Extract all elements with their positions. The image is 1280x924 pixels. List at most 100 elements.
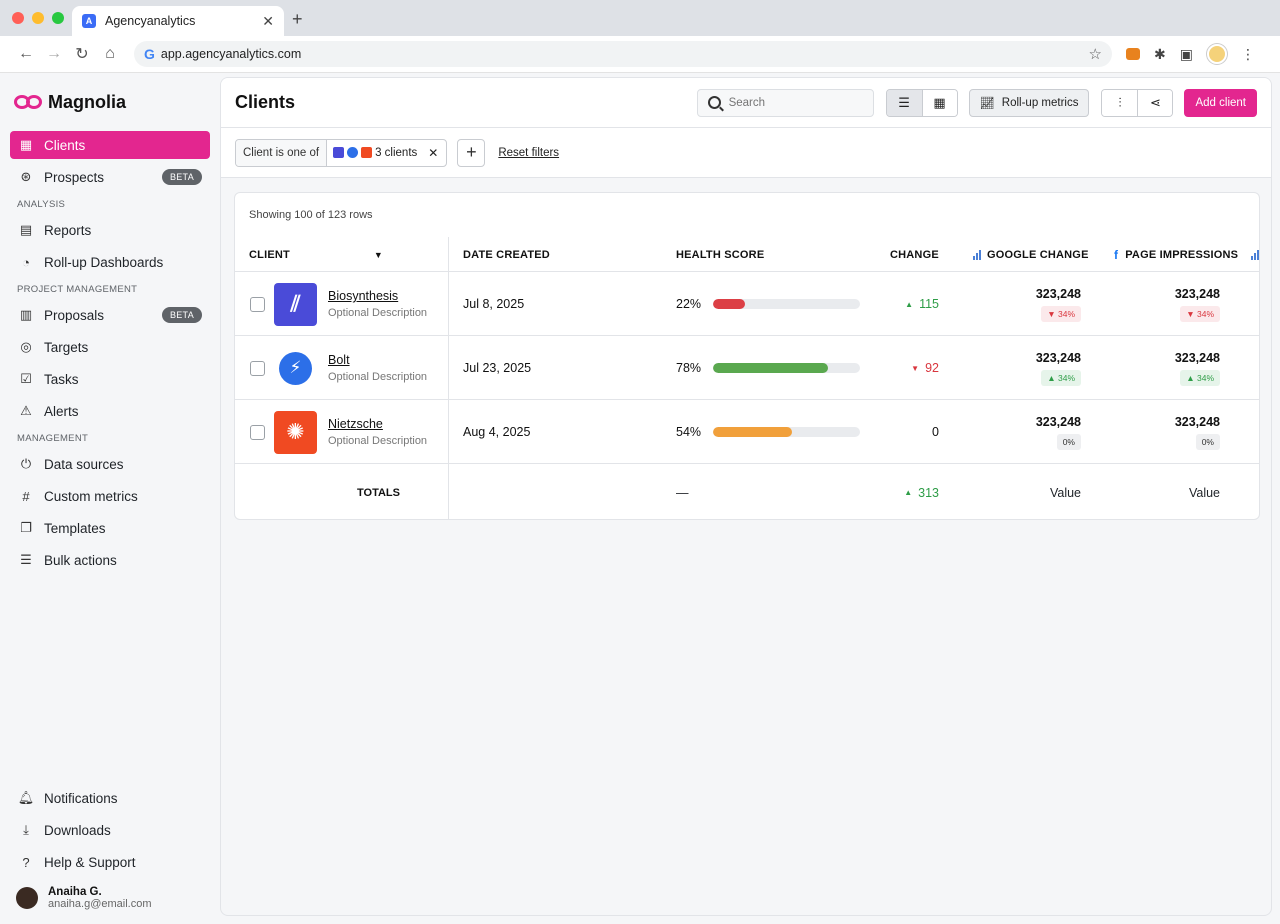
metric-change-pill: ▼ 34% [1041, 305, 1081, 322]
rollup-metrics-button[interactable]: 📈︎ Roll-up metrics [968, 88, 1090, 117]
health-score-fill [713, 363, 828, 373]
sidebar-item-label: Tasks [44, 371, 79, 387]
home-icon[interactable]: ⌂ [105, 45, 115, 62]
new-tab-icon[interactable]: + [292, 9, 303, 29]
metamask-extension-icon[interactable] [1126, 48, 1140, 60]
health-score-fill [713, 427, 793, 437]
search-input[interactable] [728, 96, 859, 109]
url-text: app.agencyanalytics.com [160, 47, 302, 61]
search-box[interactable] [696, 88, 874, 117]
sidebar-item-label: Roll-up Dashboards [44, 254, 164, 270]
google-analytics-icon [973, 249, 981, 260]
sidebar-item-targets[interactable]: ◎ Targets [10, 333, 210, 361]
sidebar-item-help[interactable]: ? Help & Support [10, 848, 210, 876]
row-checkbox[interactable] [250, 360, 265, 376]
sidebar-item-notifications[interactable]: 🔔︎ Notifications [10, 784, 210, 812]
clients-table-card: Showing 100 of 123 rows CLIENT ▼ DATE CR… [234, 192, 1260, 520]
bookmark-star-icon[interactable]: ☆ [1088, 46, 1102, 63]
column-settings-button[interactable]: ⫶ [1102, 89, 1138, 116]
sidebar-item-downloads[interactable]: ⤓ Downloads [10, 816, 210, 844]
address-bar[interactable]: G app.agencyanalytics.com ☆ [134, 41, 1112, 67]
change-up-icon: ▲ [905, 299, 914, 309]
client-name-link[interactable]: Nietzsche [328, 417, 383, 431]
google-change-cell: 323,248 0% [995, 400, 1081, 464]
browser-menu-icon[interactable]: ⋮ [1240, 45, 1255, 62]
remove-filter-icon[interactable]: ✕ [428, 145, 439, 160]
client-name-link[interactable]: Biosynthesis [328, 289, 399, 303]
sidebar-item-bulk-actions[interactable]: ☰ Bulk actions [10, 546, 210, 574]
sidebar-item-tasks[interactable]: ☑ Tasks [10, 365, 210, 393]
client-name-link[interactable]: Bolt [328, 353, 350, 367]
google-analytics-icon [1251, 249, 1259, 260]
filter-chip-key: Client is one of [236, 139, 328, 166]
forward-icon[interactable]: → [46, 45, 62, 62]
reports-icon: ▤ [19, 222, 33, 237]
user-profile[interactable]: Anaiha G. anaiha.g@email.com [10, 882, 210, 914]
client-description: Optional Description [328, 371, 428, 383]
sidebar-item-clients[interactable]: ▦ Clients [10, 131, 210, 159]
row-checkbox[interactable] [250, 296, 265, 312]
templates-icon: ❐ [20, 520, 32, 535]
close-tab-icon[interactable]: ✕ [262, 12, 274, 29]
reload-icon[interactable]: ↻ [75, 46, 89, 63]
table-row[interactable]: ⫽ Biosynthesis Optional Description Jul … [235, 272, 1259, 336]
minimize-window-button[interactable] [32, 12, 44, 24]
sidebar-bottom: 🔔︎ Notifications ⤓ Downloads ? Help & Su… [10, 784, 210, 914]
metric-change-value: 34% [1196, 308, 1214, 319]
sidebar-item-rollup-dashboards[interactable]: ◔ Roll-up Dashboards [10, 248, 210, 276]
column-header-next[interactable] [1251, 237, 1259, 272]
facebook-icon: f [1114, 247, 1119, 262]
table-row[interactable]: ⚡︎ Bolt Optional Description Jul 23, 202… [235, 336, 1259, 400]
sidebar-item-templates[interactable]: ❐ Templates [10, 514, 210, 542]
maximize-window-button[interactable] [52, 12, 64, 24]
row-checkbox[interactable] [250, 424, 265, 440]
browser-toolbar: ← → ↻ ⌂ G app.agencyanalytics.com ☆ ✱ ▣ … [0, 36, 1280, 73]
sidebar-item-reports[interactable]: ▤ Reports [10, 216, 210, 244]
filter-chip[interactable]: Client is one of 3 clients ✕ [235, 138, 448, 167]
brand[interactable]: Magnolia [10, 91, 210, 113]
column-header-health[interactable]: HEALTH SCORE [676, 237, 764, 272]
column-header-label: DATE CREATED [463, 248, 550, 261]
sidebar-item-custom-metrics[interactable]: # Custom metrics [10, 482, 210, 510]
sidebar-item-data-sources[interactable]: ⏻ Data sources [10, 450, 210, 478]
sidebar-item-proposals[interactable]: ▥ Proposals BETA [10, 301, 210, 329]
sidebar-item-label: Reports [44, 222, 92, 238]
download-icon: ⤓ [23, 822, 29, 837]
browser-tab-bar: A Agencyanalytics ✕ + [0, 0, 1280, 36]
change-value: 0 [932, 425, 939, 439]
column-header-change[interactable]: CHANGE [890, 237, 939, 272]
reset-filters-link[interactable]: Reset filters [498, 146, 560, 159]
close-window-button[interactable] [12, 12, 24, 24]
column-header-date[interactable]: DATE CREATED [463, 237, 550, 272]
date-created: Aug 4, 2025 [463, 425, 531, 439]
table-row[interactable]: ✺ Nietzsche Optional Description Aug 4, … [235, 400, 1259, 464]
browser-tab[interactable]: A Agencyanalytics ✕ [72, 6, 284, 36]
totals-change-value: 313 [918, 485, 939, 500]
back-icon[interactable]: ← [18, 45, 34, 62]
column-header-page-impressions[interactable]: f PAGE IMPRESSIONS [1114, 237, 1238, 272]
add-client-button[interactable]: Add client [1184, 88, 1257, 117]
biosynthesis-mini-logo-icon [333, 147, 345, 158]
sidebar-item-prospects[interactable]: ⊛ Prospects BETA [10, 163, 210, 191]
column-header-label: CLIENT [249, 248, 290, 261]
share-button[interactable]: ⋖ [1137, 89, 1173, 116]
side-panel-icon[interactable]: ▣ [1179, 45, 1193, 62]
health-score-bar [713, 427, 860, 437]
user-name: Anaiha G. [48, 886, 102, 898]
sort-dropdown-icon[interactable]: ▼ [373, 249, 383, 260]
brand-name: Magnolia [48, 91, 127, 112]
add-filter-button[interactable]: + [457, 138, 486, 167]
puzzle-extensions-icon[interactable]: ✱ [1154, 45, 1166, 62]
client-description: Optional Description [328, 307, 428, 319]
metric-value: 323,248 [1174, 414, 1220, 429]
column-header-client[interactable]: CLIENT ▼ [249, 237, 383, 272]
health-score-value: 54% [676, 425, 702, 439]
grid-view-button[interactable]: ▦ [921, 89, 957, 116]
list-view-button[interactable]: ☰ [886, 89, 922, 116]
column-header-google-change[interactable]: GOOGLE CHANGE [973, 237, 1089, 272]
help-icon: ? [22, 854, 30, 870]
sidebar-item-alerts[interactable]: ⚠ Alerts [10, 397, 210, 425]
column-header-label: HEALTH SCORE [676, 248, 765, 261]
hash-icon: # [22, 488, 30, 504]
profile-avatar-icon[interactable] [1206, 44, 1227, 64]
